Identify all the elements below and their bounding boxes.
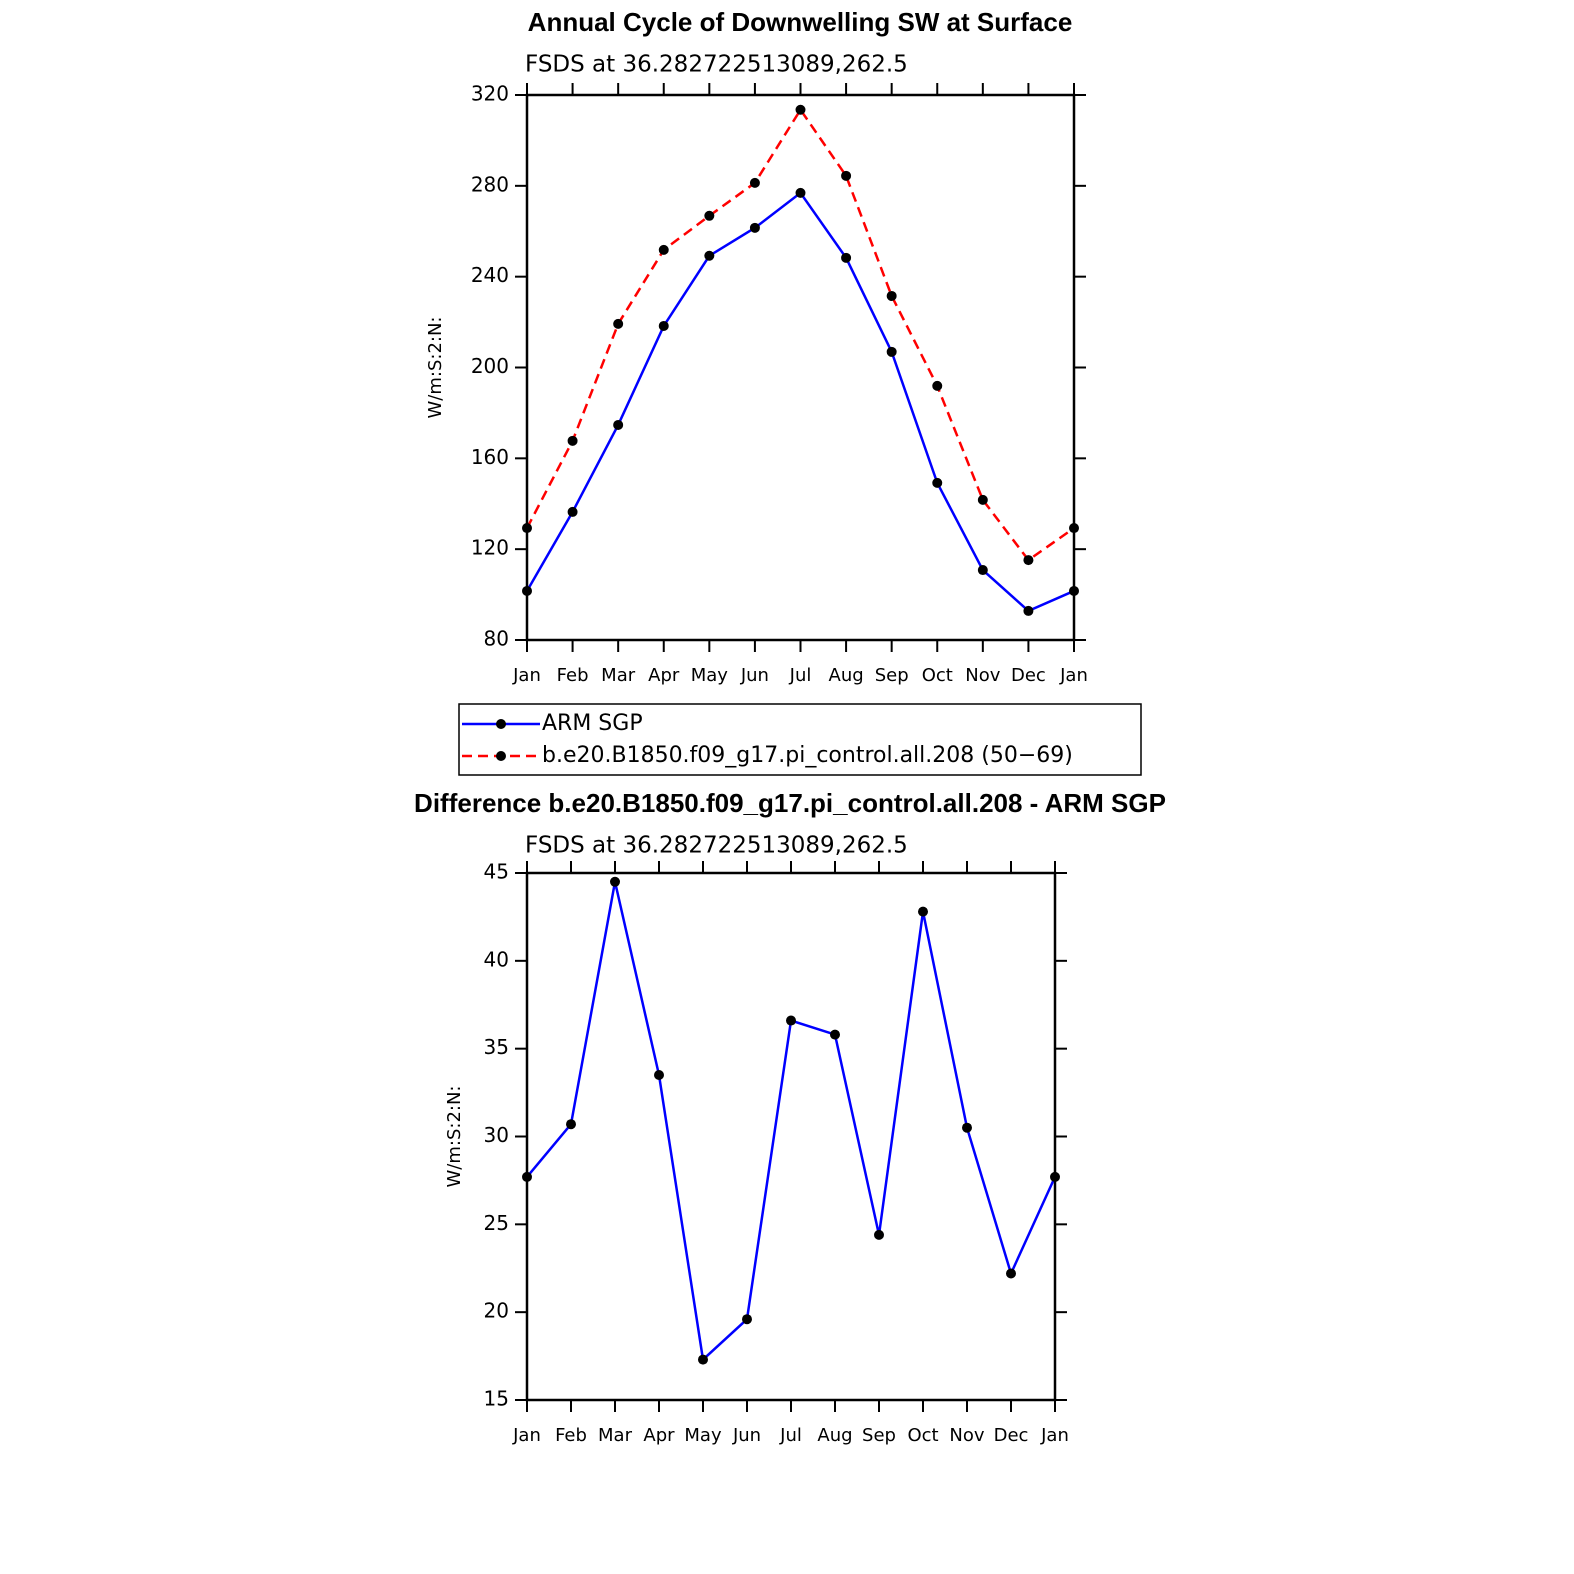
x-tick-label: Nov <box>965 665 1000 686</box>
x-tick-label: Sep <box>862 1425 896 1446</box>
y-tick-label: 160 <box>471 445 509 469</box>
x-tick-label: Jun <box>732 1425 761 1446</box>
y-tick-label: 30 <box>484 1123 509 1147</box>
plot-frame <box>525 93 1076 642</box>
data-point <box>1050 1171 1060 1182</box>
x-tick-label: Mar <box>598 1425 633 1446</box>
y-tick-label: 20 <box>484 1299 509 1323</box>
data-point <box>932 380 943 391</box>
data-point <box>1069 523 1079 534</box>
data-point <box>654 1070 664 1081</box>
legend-label: ARM SGP <box>542 711 643 736</box>
legend-marker <box>496 751 506 761</box>
x-tick-label: Jan <box>512 665 541 686</box>
data-point <box>610 876 620 887</box>
data-point <box>1023 605 1034 616</box>
data-point <box>830 1029 840 1040</box>
data-point <box>886 346 897 357</box>
y-tick-label: 35 <box>484 1035 509 1059</box>
data-point <box>1069 585 1079 596</box>
y-tick-label: 25 <box>484 1211 509 1235</box>
y-tick-label: 280 <box>471 172 509 196</box>
chart-title: Annual Cycle of Downwelling SW at Surfac… <box>528 7 1073 37</box>
legend-marker <box>496 719 506 729</box>
data-point <box>567 506 578 517</box>
data-point <box>658 320 669 331</box>
data-point <box>749 177 760 188</box>
x-tick-label: Oct <box>907 1425 938 1446</box>
data-point <box>742 1314 752 1325</box>
x-tick-label: Dec <box>1011 665 1046 686</box>
data-point <box>749 222 760 233</box>
data-point <box>566 1119 576 1130</box>
data-point <box>1006 1268 1016 1279</box>
data-point <box>977 494 988 505</box>
y-axis-label: W/m:S:2:N: <box>444 1086 465 1188</box>
data-point <box>704 250 715 261</box>
data-point <box>658 244 669 255</box>
plot-frame <box>525 871 1057 1402</box>
y-axis-label: W/m:S:2:N: <box>425 317 446 419</box>
series-line <box>525 107 1075 562</box>
data-point <box>977 565 988 576</box>
y-tick-label: 15 <box>484 1387 509 1411</box>
data-point <box>698 1354 708 1365</box>
x-tick-label: Sep <box>875 665 909 686</box>
x-tick-label: Aug <box>829 665 864 686</box>
data-point <box>567 435 578 446</box>
x-tick-label: Apr <box>643 1425 675 1446</box>
x-tick-label: Jul <box>789 665 812 686</box>
data-point <box>886 290 897 301</box>
data-point <box>522 585 532 596</box>
data-point <box>786 1015 796 1026</box>
y-tick-label: 45 <box>484 860 509 884</box>
data-point <box>841 252 852 263</box>
y-tick-label: 40 <box>484 947 509 971</box>
data-point <box>1023 555 1034 566</box>
series-line <box>526 881 1057 1363</box>
x-tick-label: May <box>684 1425 722 1446</box>
chart-subtitle: FSDS at 36.282722513089,262.5 <box>525 52 908 78</box>
x-tick-label: Dec <box>994 1425 1029 1446</box>
x-tick-label: Feb <box>555 1425 587 1446</box>
legend-box <box>458 703 1142 776</box>
data-point <box>841 170 852 181</box>
x-tick-label: May <box>691 665 729 686</box>
data-point <box>962 1122 972 1133</box>
x-tick-label: Jan <box>1040 1425 1069 1446</box>
chart-title: Difference b.e20.B1850.f09_g17.pi_contro… <box>414 788 1166 818</box>
x-tick-label: Apr <box>648 665 680 686</box>
x-tick-label: Aug <box>817 1425 852 1446</box>
y-tick-label: 200 <box>471 354 509 378</box>
y-tick-label: 320 <box>471 82 509 106</box>
data-point <box>795 187 806 198</box>
legend-label: b.e20.B1850.f09_g17.pi_control.all.208 (… <box>542 743 1073 768</box>
data-point <box>932 477 943 488</box>
y-tick-label: 80 <box>484 627 509 651</box>
series-line <box>525 191 1075 613</box>
x-tick-label: Oct <box>922 665 953 686</box>
y-tick-label: 120 <box>471 536 509 560</box>
data-point <box>918 906 928 917</box>
data-point <box>613 318 624 329</box>
chart-subtitle: FSDS at 36.282722513089,262.5 <box>525 833 908 859</box>
x-tick-label: Jan <box>1059 665 1088 686</box>
x-tick-label: Feb <box>557 665 589 686</box>
y-tick-label: 240 <box>471 263 509 287</box>
data-point <box>613 419 624 430</box>
data-point <box>522 1171 532 1182</box>
data-point <box>704 210 715 221</box>
x-tick-label: Jan <box>512 1425 541 1446</box>
x-tick-label: Jun <box>740 665 769 686</box>
x-tick-label: Jul <box>779 1425 802 1446</box>
x-tick-label: Nov <box>949 1425 984 1446</box>
data-point <box>522 523 532 534</box>
data-point <box>795 104 806 115</box>
data-point <box>874 1229 884 1240</box>
x-tick-label: Mar <box>601 665 636 686</box>
